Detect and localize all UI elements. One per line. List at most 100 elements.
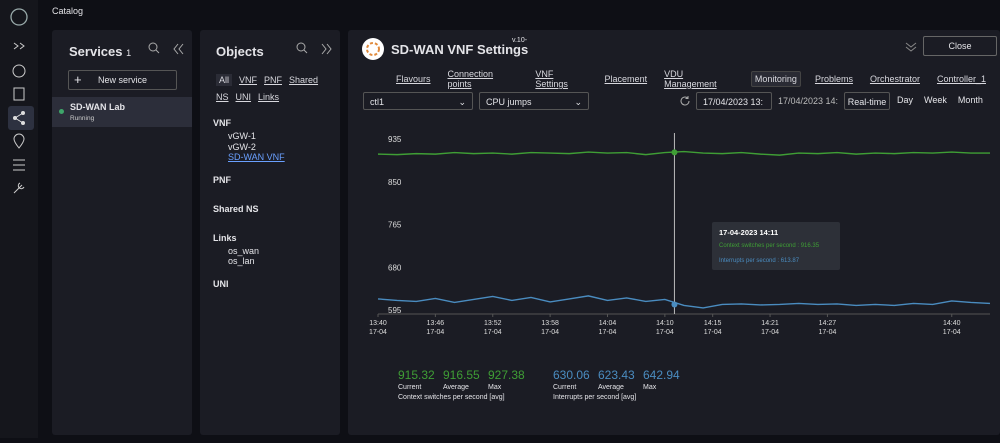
y-tick-label: 765 xyxy=(388,221,402,230)
section-title: Shared NS xyxy=(213,203,259,214)
range-buttons: Day Week Month xyxy=(897,95,983,105)
main-tab[interactable]: Orchestrator xyxy=(869,74,920,84)
object-item[interactable]: os_wan xyxy=(213,246,338,257)
panel-icons xyxy=(148,42,184,55)
stat-value: 915.32 xyxy=(398,368,435,382)
range-button[interactable]: Day xyxy=(897,95,914,105)
section-title: VNF xyxy=(213,118,231,128)
collapse-icon[interactable] xyxy=(155,43,184,55)
network-node xyxy=(21,121,25,125)
x-tick-label: 13:52 xyxy=(484,320,502,327)
dashboard-icon[interactable] xyxy=(12,64,26,78)
item-label: SD-WAN VNF xyxy=(228,152,285,162)
item-label: vGW-1 xyxy=(228,131,256,141)
object-section: PNF xyxy=(213,175,338,185)
stats: 915.32 Current 916.55 Average 927.38 Max Conte… xyxy=(398,368,798,428)
docs-icon[interactable] xyxy=(13,87,25,101)
refresh-icon[interactable] xyxy=(679,95,691,107)
object-tab[interactable]: Shared NS xyxy=(216,75,319,102)
x-tick-date: 17-04 xyxy=(943,329,961,336)
stat-caption: Interrupts per second [avg] xyxy=(553,394,637,401)
status-dot xyxy=(59,109,64,114)
caret: ⌄ xyxy=(458,97,466,107)
tooltip xyxy=(712,222,840,270)
object-sections: VNF vGW-1 vGW-2 SD-WAN VNF PNF Shared NS Links… xyxy=(213,118,338,308)
main-tab[interactable]: Placement xyxy=(604,74,648,84)
stat-value: 623.43 xyxy=(598,368,635,382)
y-tick-label: 850 xyxy=(388,178,402,187)
stat-label: Max xyxy=(643,384,657,391)
object-item[interactable]: os_lan xyxy=(213,256,338,267)
expand-icon[interactable] xyxy=(303,43,332,55)
range-button[interactable]: Week xyxy=(924,95,947,105)
main-tab[interactable]: Monitoring xyxy=(750,71,801,87)
date-from[interactable]: 17/04/2023 13: xyxy=(696,92,772,110)
object-item[interactable]: SD-WAN VNF xyxy=(213,152,338,163)
y-tick-label: 595 xyxy=(388,306,402,315)
service-status: Running xyxy=(70,115,95,122)
hover-dot xyxy=(671,301,678,308)
main-tab[interactable]: Flavours xyxy=(396,74,431,84)
vnf-icon xyxy=(362,38,384,60)
item-label: os_lan xyxy=(228,256,255,266)
object-tab[interactable]: All xyxy=(216,74,233,86)
caret: ⌄ xyxy=(574,97,582,107)
object-tab[interactable]: PNF xyxy=(264,75,283,85)
close-button[interactable]: Close xyxy=(923,36,997,56)
stat-label: Average xyxy=(443,384,469,391)
location-icon[interactable] xyxy=(13,133,25,149)
search-icon[interactable] xyxy=(148,42,158,52)
item-label: vGW-2 xyxy=(228,141,256,152)
tools-icon[interactable] xyxy=(13,182,25,194)
service-item[interactable]: SD-WAN Lab Running xyxy=(52,97,192,127)
series-line xyxy=(377,295,991,309)
version: v.10- xyxy=(512,37,528,44)
object-item[interactable]: vGW-2 xyxy=(213,142,338,153)
object-tab[interactable]: Links xyxy=(258,92,280,102)
select[interactable]: ctl1 ⌄ xyxy=(363,92,473,110)
object-section: Shared NS xyxy=(213,204,338,214)
new-service-button[interactable]: + New service xyxy=(68,70,177,90)
x-tick-label: 14:15 xyxy=(704,320,722,327)
settings-title: SD-WAN VNF Settings xyxy=(391,42,529,57)
x-tick-label: 13:40 xyxy=(369,320,387,327)
object-section: VNF vGW-1 vGW-2 SD-WAN VNF xyxy=(213,118,338,163)
chevron[interactable] xyxy=(905,41,917,53)
x-tick-label: 14:40 xyxy=(943,320,961,327)
object-item[interactable]: vGW-1 xyxy=(213,131,338,142)
main-tab[interactable]: Connection points xyxy=(447,69,494,89)
search-icon[interactable] xyxy=(296,42,306,52)
stat-caption: Context switches per second [avg] xyxy=(398,394,505,401)
select-value: ctl1 xyxy=(370,97,385,107)
series-line xyxy=(377,150,990,156)
range-button[interactable]: Month xyxy=(957,95,983,105)
tooltip-line: Context switches per second : 916.35 xyxy=(719,243,820,249)
x-tick-date: 17-04 xyxy=(704,329,722,336)
object-tab[interactable]: UNI xyxy=(235,92,252,102)
realtime-button[interactable]: Real-time xyxy=(844,92,890,110)
main-tab[interactable]: VDU Management xyxy=(664,69,717,89)
date-to[interactable]: 17/04/2023 14: xyxy=(778,96,839,106)
list-icon[interactable] xyxy=(13,159,25,171)
main-tab[interactable]: Problems xyxy=(814,74,853,84)
main-tab[interactable]: VNF Settings xyxy=(535,69,568,89)
object-tab[interactable]: VNF xyxy=(239,75,258,85)
objects-panel: Objects All VNF PNF Shared NS UNI Links VNF vG… xyxy=(200,30,340,435)
stat-label: Current xyxy=(398,384,422,391)
sidebar xyxy=(0,0,38,438)
label: New service xyxy=(97,75,147,85)
select[interactable]: CPU jumps ⌄ xyxy=(479,92,589,110)
expand-icon[interactable] xyxy=(13,42,25,50)
tooltip-line: Interrupts per second : 613.87 xyxy=(719,258,800,264)
section-title: Links xyxy=(213,232,237,243)
main-tab[interactable]: Controller_1 xyxy=(936,74,986,84)
x-tick-date: 17-04 xyxy=(484,329,502,336)
chart: 595 680 765 850 935 13:40 17-04 13:46 17-04 13:52… xyxy=(369,133,991,336)
x-tick-label: 14:04 xyxy=(599,320,617,327)
stat-label: Max xyxy=(488,384,502,391)
network-node xyxy=(21,111,25,115)
stat-label: Current xyxy=(553,384,577,391)
stat-label: Average xyxy=(598,384,624,391)
x-tick-label: 14:10 xyxy=(656,320,674,327)
